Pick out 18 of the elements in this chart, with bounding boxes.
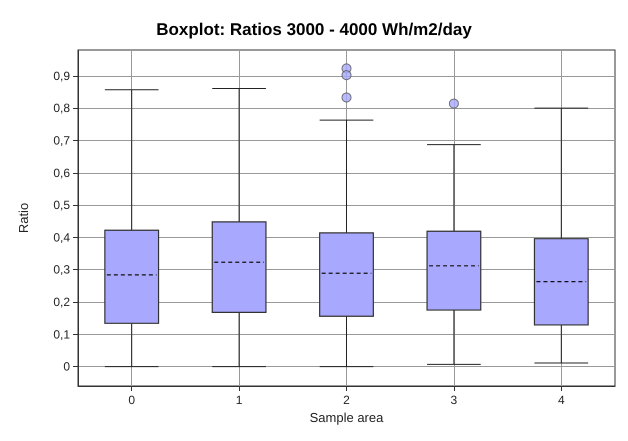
x-tick-label: 0 xyxy=(128,393,136,407)
y-tick-label: 0,6 xyxy=(53,166,70,180)
y-tick-label: 0,5 xyxy=(53,198,70,212)
y-tick-label: 0 xyxy=(63,360,70,374)
chart-title: Boxplot: Ratios 3000 - 4000 Wh/m2/day xyxy=(156,20,472,39)
y-axis-title: Ratio xyxy=(16,202,31,234)
y-tick-label: 0,7 xyxy=(53,133,70,148)
y-tick-label: 0,9 xyxy=(53,68,70,83)
x-axis-title: Sample area xyxy=(310,410,384,425)
y-tick-label: 0,2 xyxy=(53,295,70,309)
y-tick-label: 0,1 xyxy=(53,327,70,342)
y-tick-label: 0,4 xyxy=(53,230,70,244)
x-tick-label: 1 xyxy=(236,393,243,407)
x-tick-label: 4 xyxy=(558,393,565,407)
x-tick-label: 2 xyxy=(343,393,350,407)
y-tick-label: 0,8 xyxy=(53,101,70,116)
y-tick-label: 0,3 xyxy=(53,262,70,277)
x-tick-label: 3 xyxy=(450,393,458,407)
